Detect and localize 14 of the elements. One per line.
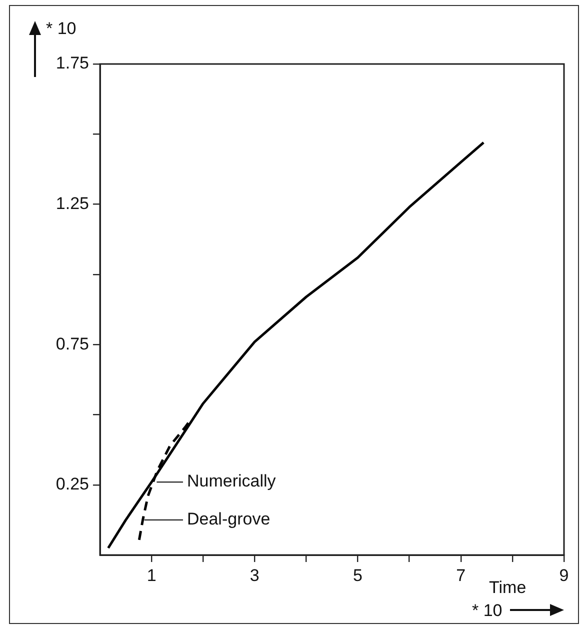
x-tick-label: 3 <box>250 566 260 585</box>
x-axis-title: Time <box>489 578 526 598</box>
annotation: Numerically <box>187 472 276 491</box>
annotation: Deal-grove <box>187 510 270 529</box>
x-tick-label: 1 <box>146 566 156 585</box>
y-tick-label: 1.25 <box>56 194 89 213</box>
y-axis-title: * 10 <box>46 19 76 39</box>
y-tick-label: 0.75 <box>56 334 89 354</box>
y-tick-label: 1.75 <box>56 54 89 73</box>
y-tick-label: 0.25 <box>56 474 89 494</box>
x-tick-label: 9 <box>559 566 569 585</box>
x-tick-label: 7 <box>456 566 466 585</box>
text: * 10 <box>472 601 502 621</box>
x-tick-label: 5 <box>353 566 363 585</box>
